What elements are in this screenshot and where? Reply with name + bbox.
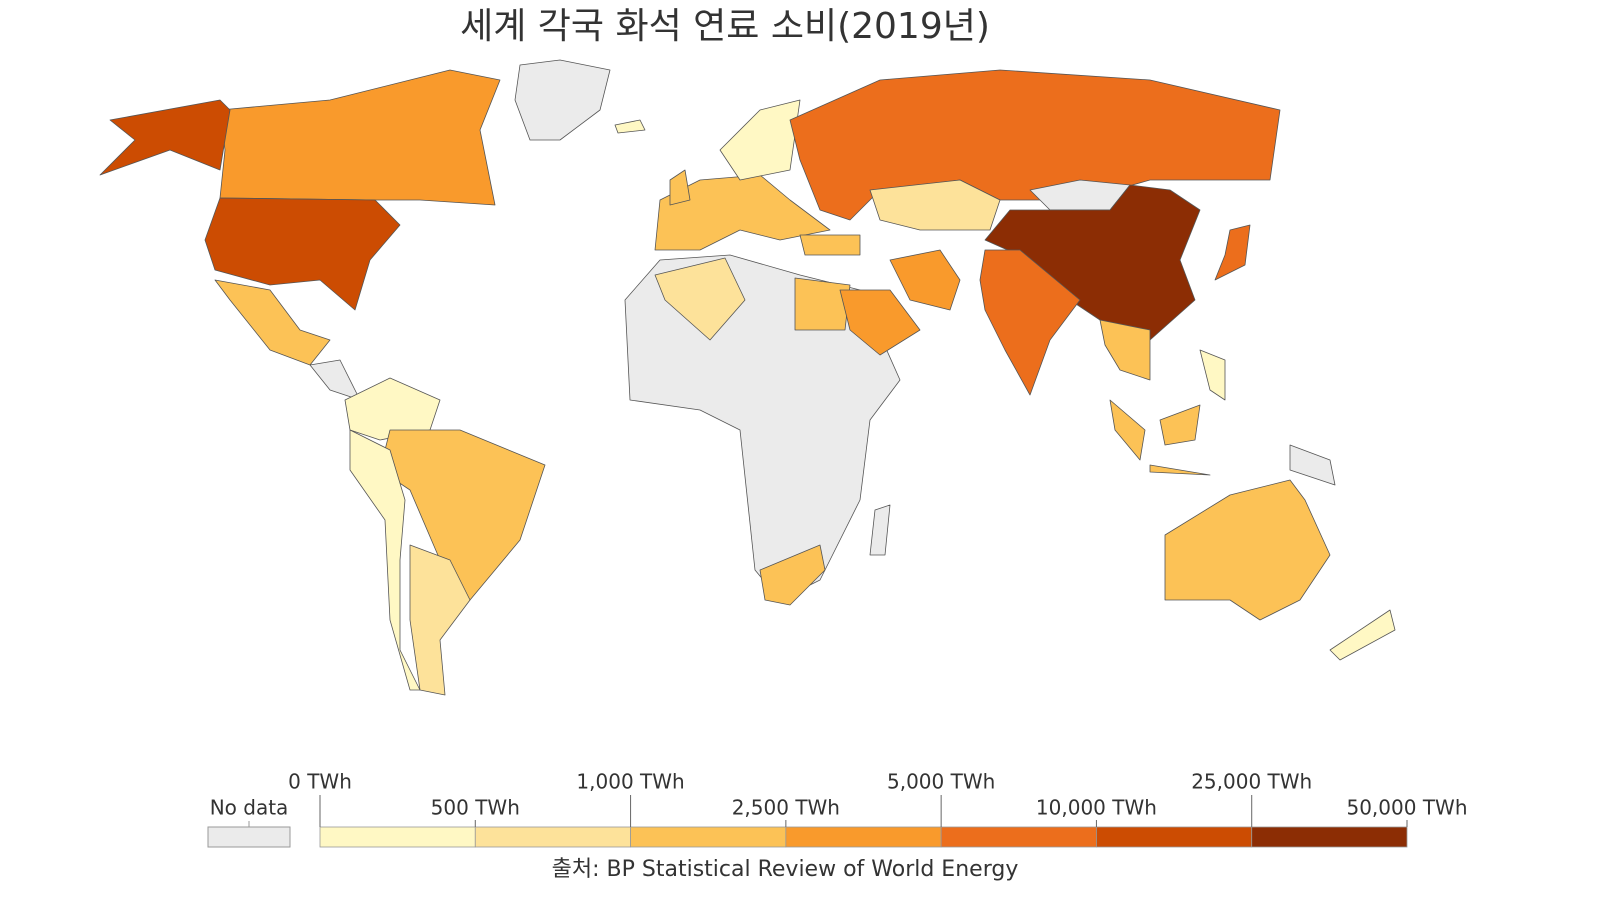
legend-swatch — [474, 826, 631, 848]
legend-tick-label: 0 TWh — [288, 770, 352, 794]
alaska — [99, 99, 231, 176]
iran — [889, 249, 961, 311]
papua — [1289, 444, 1336, 486]
japan — [1214, 224, 1251, 281]
legend-tick-label: 25,000 TWh — [1191, 770, 1312, 794]
algeria — [654, 257, 746, 341]
uk — [669, 169, 691, 206]
new-zealand — [1329, 609, 1396, 661]
egypt — [794, 277, 851, 331]
java — [1149, 464, 1211, 476]
legend-tick-label: 5,000 TWh — [887, 770, 995, 794]
legend-swatch — [630, 826, 787, 848]
iceland — [614, 119, 646, 134]
russia — [789, 69, 1281, 221]
legend-tick-label: 2,500 TWh — [732, 796, 840, 820]
borneo — [1159, 404, 1201, 446]
kazakhstan — [869, 179, 1001, 231]
no-data-swatch — [207, 826, 291, 848]
legend-tick-label: 1,000 TWh — [576, 770, 684, 794]
india — [979, 249, 1081, 396]
south-africa — [759, 544, 826, 606]
scandinavia — [719, 99, 801, 181]
legend-swatch — [1251, 826, 1408, 848]
australia — [1164, 479, 1331, 621]
sumatra — [1109, 399, 1146, 461]
brazil — [379, 429, 546, 601]
philippines — [1199, 349, 1226, 401]
madagascar — [869, 504, 891, 556]
legend-swatch — [940, 826, 1097, 848]
central-america — [309, 359, 361, 401]
canada — [219, 69, 501, 206]
legend-tick-label: 10,000 TWh — [1036, 796, 1157, 820]
map-title: 세계 각국 화석 연료 소비(2019년) — [460, 6, 990, 47]
legend-swatch — [1096, 826, 1253, 848]
world-map — [99, 59, 1396, 696]
usa — [204, 197, 401, 311]
mexico — [214, 279, 331, 366]
southeast-asia — [1099, 319, 1151, 381]
greenland — [514, 59, 611, 141]
source-note: 출처: BP Statistical Review of World Energ… — [552, 857, 1019, 882]
legend-swatch — [785, 826, 942, 848]
saudi-arabia — [839, 289, 921, 356]
africa — [624, 254, 901, 601]
legend-tick-label: 50,000 TWh — [1346, 796, 1467, 820]
turkey — [799, 234, 861, 256]
legend-tick-label: 500 TWh — [431, 796, 520, 820]
argentina — [409, 544, 471, 696]
legend-swatch — [319, 826, 476, 848]
no-data-label: No data — [210, 796, 289, 820]
